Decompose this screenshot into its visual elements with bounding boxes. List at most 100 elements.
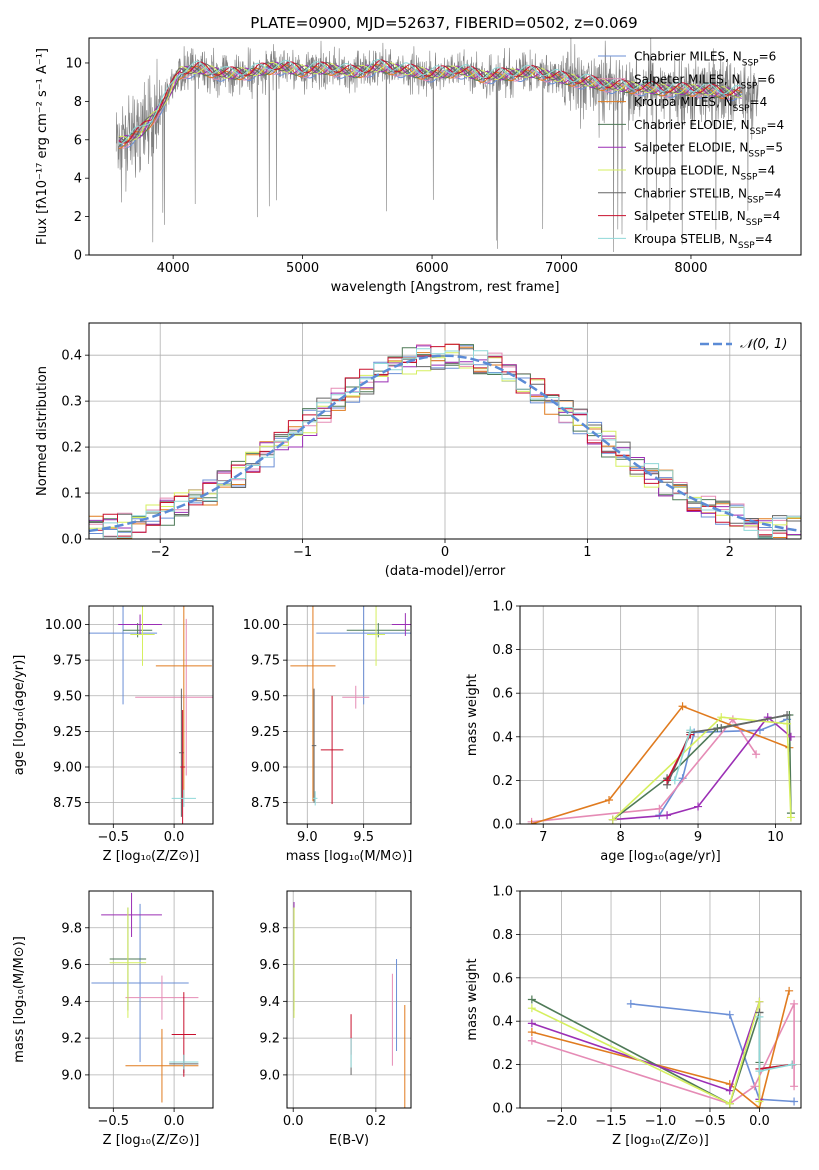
y-tick-label: 0.4: [492, 730, 513, 745]
marker-plus: [783, 719, 792, 728]
model-line-9: [118, 59, 742, 145]
marker-plus: [527, 1004, 536, 1013]
y-tick-label: 9.4: [61, 995, 82, 1010]
y-tick-label: 9.75: [251, 654, 280, 669]
chart-mass_vs_ebv: 0.0 0.2 9.0 9.2 9.4 9.6 9.8 E(B-V): [259, 890, 412, 1148]
legend-count: =4: [766, 118, 784, 132]
y-tick-label: 10: [65, 56, 82, 71]
x-tick-label: 7000: [545, 261, 578, 276]
x-tick-label: −0.5: [694, 1114, 726, 1129]
marker-plus: [725, 1010, 734, 1019]
x-tick-label: 1: [583, 545, 591, 560]
legend-count: =5: [765, 141, 783, 155]
plot-area: [89, 343, 801, 539]
marker-plus: [755, 1067, 764, 1076]
axes-frame: [88, 890, 214, 1109]
marker-plus: [790, 1082, 799, 1091]
model-line-7: [118, 60, 743, 143]
x-tick-label: 0.0: [164, 1114, 185, 1129]
legend-count: =6: [757, 72, 775, 86]
weight-line-9: [674, 730, 692, 781]
plot-area: [290, 606, 411, 806]
y-tick-label: 9.0: [259, 1068, 280, 1083]
x-tick-label: 0: [441, 545, 449, 560]
subscript: SSP: [738, 241, 755, 251]
legend-count: =4: [763, 209, 781, 223]
y-axis-label: Normed distribution: [35, 366, 50, 496]
x-tick-label: −2.0: [546, 1114, 578, 1129]
weight-line-3: [531, 990, 790, 1108]
marker-plus: [755, 1012, 764, 1021]
chart-mass_vs_Z: −0.5 0.0 9.0 9.2 9.4 9.6 9.8 Z [log₁₀(Z/Z⊙)] mas…: [12, 890, 214, 1148]
y-tick-label: 4: [74, 172, 82, 187]
x-tick-label: 0.2: [366, 1114, 387, 1129]
subscript: SSP: [750, 127, 767, 137]
y-tick-label: 0.0: [61, 533, 82, 548]
x-tick-label: 0.0: [749, 1114, 770, 1129]
marker-plus: [626, 999, 635, 1008]
weight-line-6: [612, 716, 792, 821]
y-tick-label: 9.00: [251, 761, 280, 776]
model-line-8: [118, 59, 742, 144]
x-tick-label: 0.0: [283, 1114, 304, 1129]
marker-plus: [750, 1082, 759, 1091]
y-tick-label: 9.6: [259, 958, 280, 973]
marker-plus: [663, 776, 672, 785]
histogram-9: [89, 348, 801, 539]
y-tick-label: 8.75: [53, 796, 82, 811]
y-tick-label: 0.0: [492, 1102, 513, 1117]
legend-label: Kroupa ELODIE, NSSP=4: [634, 164, 775, 183]
y-axis-label: Flux [fλ10⁻¹⁷ erg cm⁻² s⁻¹ A⁻¹]: [35, 48, 50, 245]
subscript: SSP: [741, 81, 758, 91]
x-axis-label: mass [log₁₀(M/M⊙)]: [286, 849, 413, 864]
marker-plus: [785, 986, 794, 995]
legend-count: =4: [757, 164, 775, 178]
x-axis-label: wavelength [Angstrom, rest frame]: [331, 280, 560, 295]
y-axis-label: mass weight: [465, 958, 480, 1040]
marker-plus: [725, 1086, 734, 1095]
x-axis-label: Z [log₁₀(Z/Z⊙)]: [103, 849, 200, 864]
plot-area: [115, 38, 759, 253]
subscript: SSP: [742, 59, 759, 69]
subscript: SSP: [748, 150, 765, 160]
chart-weight_vs_age: 7 8 9 10 0.0 0.2 0.4 0.6 0.8 1.0 age [log₁₀(age/yr…: [465, 600, 802, 864]
y-tick-label: 10.00: [45, 618, 82, 633]
y-tick-label: 0.4: [61, 349, 82, 364]
x-axis-label: E(B-V): [329, 1133, 369, 1148]
x-axis-label: age [log₁₀(age/yr)]: [600, 849, 721, 864]
y-tick-label: 2: [74, 210, 82, 225]
y-tick-label: 0: [74, 249, 82, 264]
x-tick-label: 7: [539, 830, 547, 845]
marker-plus: [786, 813, 795, 822]
plot-area: [527, 986, 799, 1108]
marker-plus: [670, 776, 679, 785]
subscript: SSP: [747, 195, 764, 205]
y-tick-label: 10.00: [243, 618, 280, 633]
weight-line-1: [630, 1003, 795, 1103]
marker-plus: [605, 796, 614, 805]
subscript: SSP: [741, 173, 758, 183]
axes-frame: [519, 890, 802, 1109]
x-tick-label: 6000: [416, 261, 449, 276]
x-tick-label: 9.0: [297, 830, 318, 845]
y-tick-label: 0.2: [61, 441, 82, 456]
axes-frame: [286, 890, 412, 1109]
x-axis-label: Z [log₁₀(Z/Z⊙)]: [612, 1133, 709, 1148]
y-tick-label: 0.8: [492, 643, 513, 658]
x-axis-label: Z [log₁₀(Z/Z⊙)]: [103, 1133, 200, 1148]
x-tick-label: −1.5: [595, 1114, 627, 1129]
chart-spectrum: 4000 5000 6000 7000 8000 0 2 4 6 8 10 wavelength [A…: [35, 37, 802, 295]
y-tick-label: 9.4: [259, 995, 280, 1010]
axes-frame: [88, 37, 802, 256]
y-tick-label: 1.0: [492, 600, 513, 615]
marker-plus: [527, 1019, 536, 1028]
y-tick-label: 0.8: [492, 928, 513, 943]
x-tick-label: 8000: [674, 261, 707, 276]
x-axis-label: (data-model)/error: [385, 564, 506, 579]
x-tick-label: −1: [293, 545, 312, 560]
chart-age_vs_Z: −0.5 0.0 8.75 9.00 9.25 9.50 9.75 10.00 Z [log₁₀…: [12, 605, 214, 864]
plot-area: [89, 606, 213, 824]
marker-plus: [663, 811, 672, 820]
x-tick-label: 0.0: [164, 830, 185, 845]
